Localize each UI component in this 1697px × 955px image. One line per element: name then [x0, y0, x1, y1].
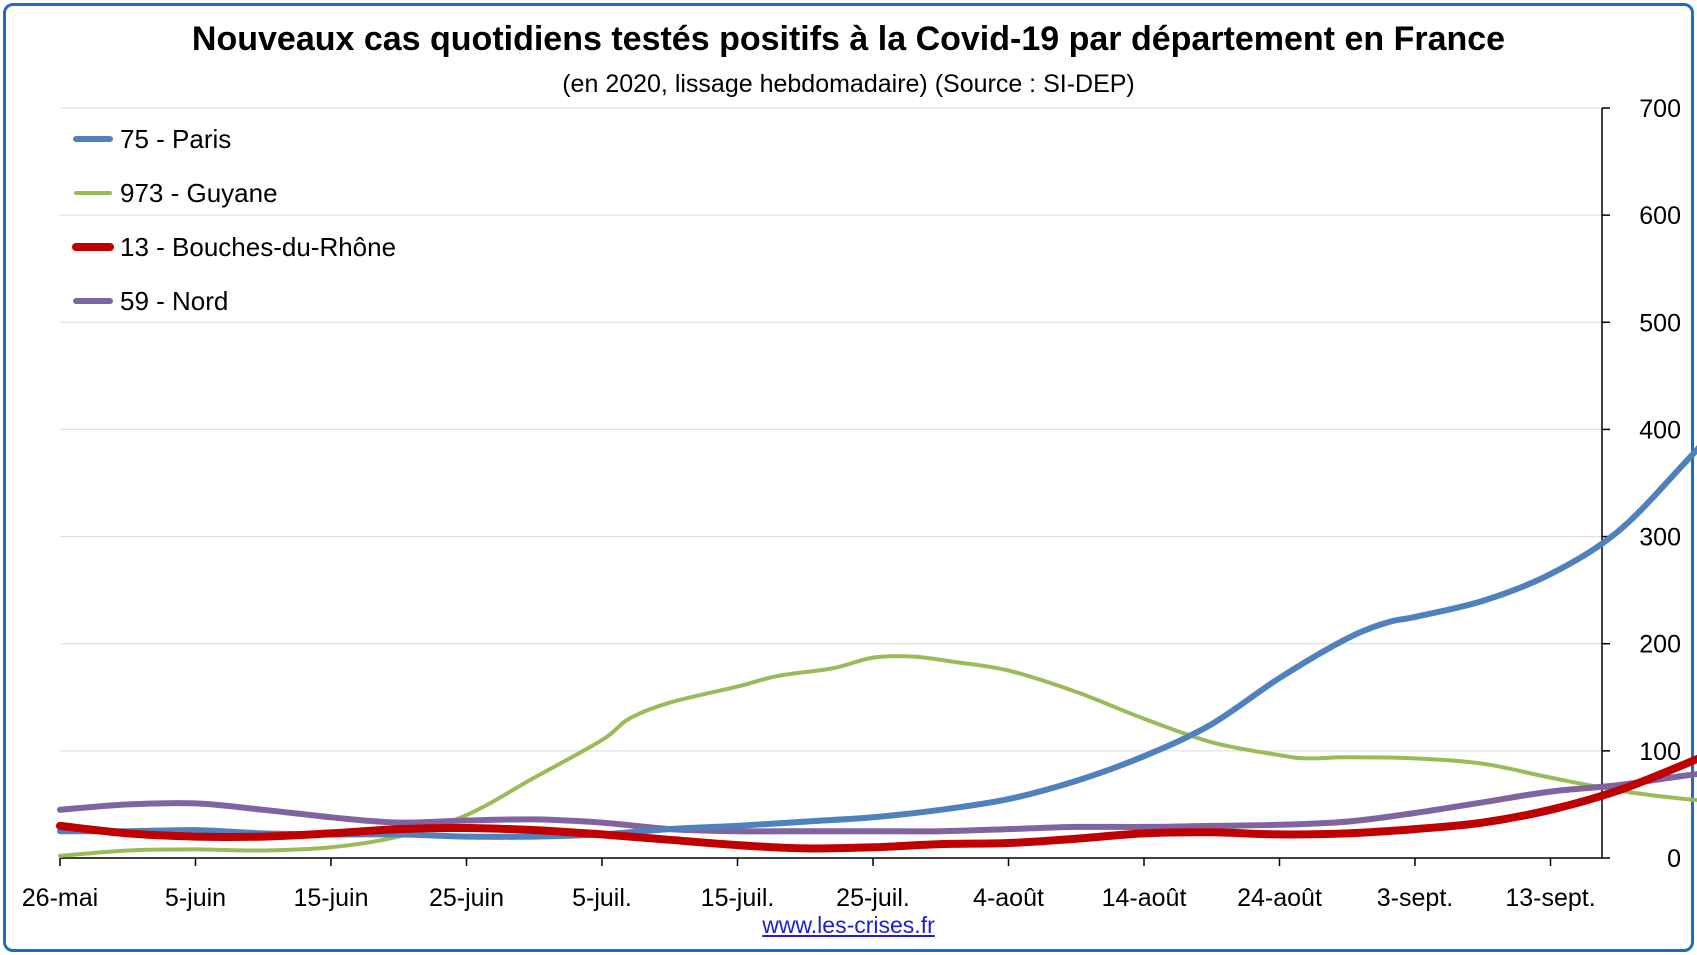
- x-tick-label: 13-sept.: [1505, 884, 1595, 912]
- x-tick-label: 5-juil.: [572, 884, 632, 912]
- y-tick-label: 400: [1639, 416, 1681, 444]
- legend-label-2: 13 - Bouches-du-Rhône: [120, 232, 396, 262]
- series-line-0: [57, 445, 1697, 840]
- y-tick-label: 500: [1639, 309, 1681, 337]
- series-lines: [56, 445, 1697, 858]
- gridlines: [60, 107, 1602, 752]
- x-tick-label: 24-août: [1237, 884, 1322, 912]
- legend-label-1: 973 - Guyane: [120, 178, 278, 208]
- legend-label-0: 75 - Paris: [120, 124, 231, 154]
- x-tick-label: 5-juin: [165, 884, 226, 912]
- series-line-1: [58, 654, 1697, 858]
- chart-title: Nouveaux cas quotidiens testés positifs …: [191, 20, 1506, 58]
- legend: 75 - Paris 973 - Guyane 13 - Bouches-du-Rh…: [72, 124, 396, 316]
- y-tick-label: 100: [1639, 738, 1681, 766]
- y-tick-label: 200: [1639, 631, 1681, 659]
- chart-subtitle: (en 2020, lissage hebdomadaire) (Source …: [562, 70, 1135, 98]
- series-line-3: [57, 771, 1697, 835]
- axes: 0 100 200 300 400 500 600 700 26-mai 5-juin 15-jui…: [22, 95, 1681, 912]
- x-tick-label: 3-sept.: [1377, 884, 1453, 912]
- x-tick-label: 26-mai: [22, 884, 98, 912]
- y-tick-label: 700: [1639, 95, 1681, 123]
- chart-frame: [3, 3, 1694, 952]
- x-tick-label: 4-août: [973, 884, 1044, 912]
- y-tick-label: 300: [1639, 524, 1681, 552]
- x-tick-label: 14-août: [1102, 884, 1187, 912]
- y-tick-label: 0: [1667, 845, 1681, 873]
- series-line-2: [56, 754, 1697, 853]
- x-tick-label: 15-juin: [293, 884, 368, 912]
- x-tick-label: 25-juin: [429, 884, 504, 912]
- legend-label-3: 59 - Nord: [120, 286, 228, 316]
- source-link[interactable]: www.les-crises.fr: [762, 912, 935, 938]
- y-tick-label: 600: [1639, 202, 1681, 230]
- x-tick-label: 15-juil.: [701, 884, 775, 912]
- x-tick-label: 25-juil.: [836, 884, 910, 912]
